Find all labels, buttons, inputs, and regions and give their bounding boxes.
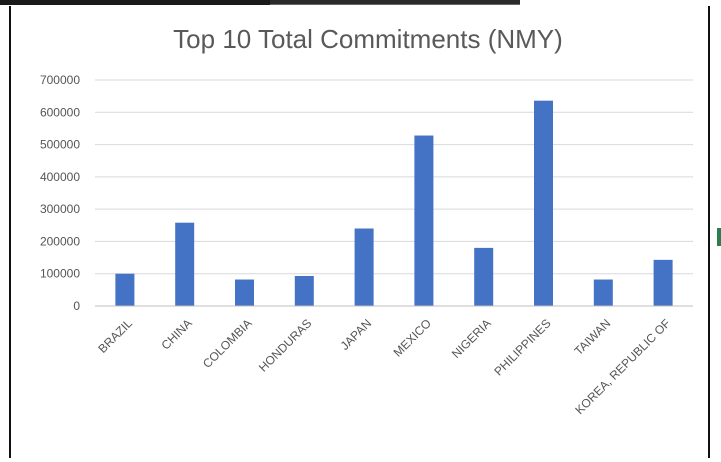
x-category-label: CHINA [159, 316, 195, 352]
bar-japan [354, 228, 374, 306]
bar-nigeria [474, 247, 494, 306]
bar-brazil [115, 273, 135, 306]
y-axis-tick-labels: 0 100000 200000 300000 400000 500000 600000 700… [40, 73, 80, 313]
chart-title: Top 10 Total Commitments (NMY) [173, 24, 563, 54]
gridlines [95, 79, 693, 275]
y-tick-label: 400000 [40, 170, 80, 184]
bar-philippines [534, 100, 553, 306]
bar-korea-republic-of [653, 259, 673, 306]
x-category-label: TAIWAN [571, 316, 613, 358]
y-tick-label: 300000 [40, 202, 80, 216]
x-category-label: JAPAN [338, 316, 375, 353]
x-category-label: MEXICO [391, 316, 434, 359]
y-tick-label: 600000 [40, 105, 80, 119]
image-top-edge-dark [270, 0, 520, 5]
x-category-label: BRAZIL [95, 316, 135, 356]
y-tick-label: 500000 [40, 138, 80, 152]
x-category-label: PHILIPPINES [491, 316, 553, 378]
bar-mexico [414, 135, 434, 306]
bar-china [175, 222, 195, 306]
y-tick-label: 700000 [40, 73, 80, 87]
image-top-edge-dark [0, 0, 270, 5]
y-tick-label: 100000 [40, 267, 80, 281]
x-axis-category-labels: BRAZIL CHINA COLOMBIA HONDURAS JAPAN MEXICO NI… [95, 316, 673, 417]
bar-colombia [235, 279, 254, 306]
bars [115, 100, 673, 306]
bar-honduras [294, 275, 314, 306]
bar-taiwan [593, 279, 613, 306]
x-category-label: HONDURAS [256, 316, 314, 374]
x-category-label: NIGERIA [449, 316, 494, 361]
y-tick-label: 0 [73, 299, 80, 313]
x-category-label: COLOMBIA [200, 316, 255, 371]
background-edge-mark [717, 228, 721, 246]
y-tick-label: 200000 [40, 234, 80, 248]
